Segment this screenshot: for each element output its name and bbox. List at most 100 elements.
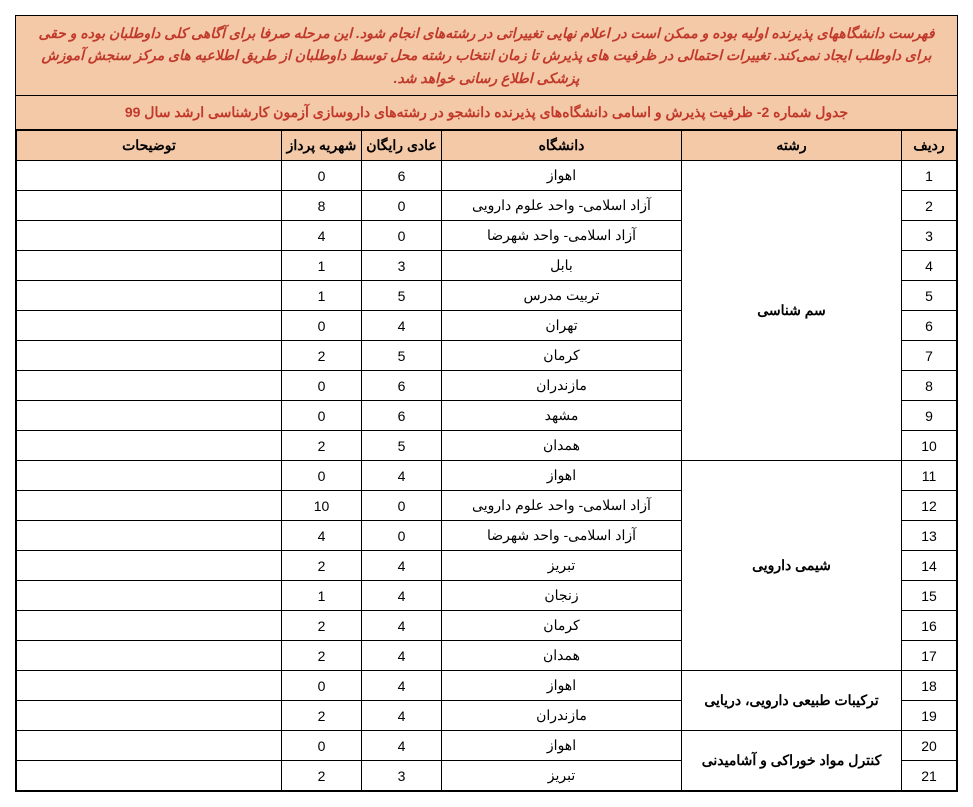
cell-university: همدان — [442, 431, 682, 461]
header-paid: شهریه پرداز — [282, 131, 362, 161]
cell-free-capacity: 4 — [362, 461, 442, 491]
cell-free-capacity: 4 — [362, 641, 442, 671]
cell-university: آزاد اسلامی- واحد علوم دارویی — [442, 491, 682, 521]
cell-paid-capacity: 0 — [282, 731, 362, 761]
cell-paid-capacity: 2 — [282, 611, 362, 641]
table-title: جدول شماره 2- ظرفیت پذیرش و اسامی دانشگا… — [16, 96, 957, 130]
cell-paid-capacity: 2 — [282, 431, 362, 461]
cell-notes — [17, 671, 282, 701]
cell-free-capacity: 4 — [362, 311, 442, 341]
cell-university: آزاد اسلامی- واحد شهرضا — [442, 521, 682, 551]
cell-reshte: ترکیبات طبیعی دارویی، دریایی — [682, 671, 902, 731]
cell-radif: 14 — [902, 551, 957, 581]
cell-notes — [17, 761, 282, 791]
cell-free-capacity: 5 — [362, 431, 442, 461]
cell-notes — [17, 161, 282, 191]
cell-free-capacity: 5 — [362, 341, 442, 371]
cell-paid-capacity: 0 — [282, 161, 362, 191]
cell-radif: 12 — [902, 491, 957, 521]
table-row: 1سم شناسیاهواز60 — [17, 161, 957, 191]
cell-free-capacity: 0 — [362, 191, 442, 221]
cell-radif: 10 — [902, 431, 957, 461]
cell-university: اهواز — [442, 461, 682, 491]
cell-radif: 16 — [902, 611, 957, 641]
cell-paid-capacity: 0 — [282, 401, 362, 431]
document-container: فهرست دانشگاههای پذیرنده اولیه بوده و مم… — [15, 15, 958, 792]
cell-university: مازندران — [442, 371, 682, 401]
cell-paid-capacity: 10 — [282, 491, 362, 521]
cell-university: تبریز — [442, 761, 682, 791]
cell-university: کرمان — [442, 341, 682, 371]
cell-notes — [17, 281, 282, 311]
cell-university: اهواز — [442, 731, 682, 761]
cell-free-capacity: 4 — [362, 611, 442, 641]
cell-paid-capacity: 1 — [282, 251, 362, 281]
cell-university: زنجان — [442, 581, 682, 611]
cell-paid-capacity: 4 — [282, 521, 362, 551]
cell-radif: 20 — [902, 731, 957, 761]
table-row: 18ترکیبات طبیعی دارویی، دریاییاهواز40 — [17, 671, 957, 701]
cell-radif: 17 — [902, 641, 957, 671]
cell-free-capacity: 4 — [362, 551, 442, 581]
cell-free-capacity: 5 — [362, 281, 442, 311]
cell-free-capacity: 0 — [362, 521, 442, 551]
cell-notes — [17, 491, 282, 521]
cell-free-capacity: 4 — [362, 731, 442, 761]
cell-notes — [17, 191, 282, 221]
notice-banner: فهرست دانشگاههای پذیرنده اولیه بوده و مم… — [16, 16, 957, 96]
cell-paid-capacity: 1 — [282, 281, 362, 311]
cell-free-capacity: 3 — [362, 251, 442, 281]
cell-paid-capacity: 8 — [282, 191, 362, 221]
cell-free-capacity: 6 — [362, 401, 442, 431]
cell-notes — [17, 731, 282, 761]
cell-paid-capacity: 0 — [282, 671, 362, 701]
cell-university: آزاد اسلامی- واحد شهرضا — [442, 221, 682, 251]
cell-radif: 1 — [902, 161, 957, 191]
cell-notes — [17, 401, 282, 431]
cell-notes — [17, 221, 282, 251]
cell-university: همدان — [442, 641, 682, 671]
cell-radif: 13 — [902, 521, 957, 551]
cell-university: کرمان — [442, 611, 682, 641]
cell-radif: 8 — [902, 371, 957, 401]
cell-radif: 5 — [902, 281, 957, 311]
cell-university: تهران — [442, 311, 682, 341]
cell-radif: 18 — [902, 671, 957, 701]
cell-notes — [17, 431, 282, 461]
table-row: 20کنترل مواد خوراکی و آشامیدنیاهواز40 — [17, 731, 957, 761]
header-uni: دانشگاه — [442, 131, 682, 161]
cell-radif: 11 — [902, 461, 957, 491]
cell-free-capacity: 4 — [362, 671, 442, 701]
cell-university: آزاد اسلامی- واحد علوم دارویی — [442, 191, 682, 221]
cell-radif: 9 — [902, 401, 957, 431]
cell-paid-capacity: 0 — [282, 461, 362, 491]
cell-free-capacity: 6 — [362, 161, 442, 191]
cell-paid-capacity: 2 — [282, 701, 362, 731]
cell-notes — [17, 251, 282, 281]
cell-radif: 21 — [902, 761, 957, 791]
header-notes: توضیحات — [17, 131, 282, 161]
cell-notes — [17, 371, 282, 401]
cell-radif: 3 — [902, 221, 957, 251]
cell-notes — [17, 551, 282, 581]
cell-reshte: سم شناسی — [682, 161, 902, 461]
cell-notes — [17, 461, 282, 491]
header-free: عادی رایگان — [362, 131, 442, 161]
cell-university: تربیت مدرس — [442, 281, 682, 311]
cell-radif: 4 — [902, 251, 957, 281]
cell-paid-capacity: 0 — [282, 371, 362, 401]
capacity-table: ردیف رشته دانشگاه عادی رایگان شهریه پردا… — [16, 130, 957, 791]
cell-university: اهواز — [442, 671, 682, 701]
cell-free-capacity: 3 — [362, 761, 442, 791]
cell-reshte: کنترل مواد خوراکی و آشامیدنی — [682, 731, 902, 791]
cell-paid-capacity: 2 — [282, 641, 362, 671]
cell-paid-capacity: 4 — [282, 221, 362, 251]
cell-paid-capacity: 1 — [282, 581, 362, 611]
cell-notes — [17, 701, 282, 731]
cell-radif: 19 — [902, 701, 957, 731]
cell-free-capacity: 4 — [362, 581, 442, 611]
cell-free-capacity: 0 — [362, 221, 442, 251]
cell-radif: 2 — [902, 191, 957, 221]
cell-radif: 15 — [902, 581, 957, 611]
cell-radif: 6 — [902, 311, 957, 341]
